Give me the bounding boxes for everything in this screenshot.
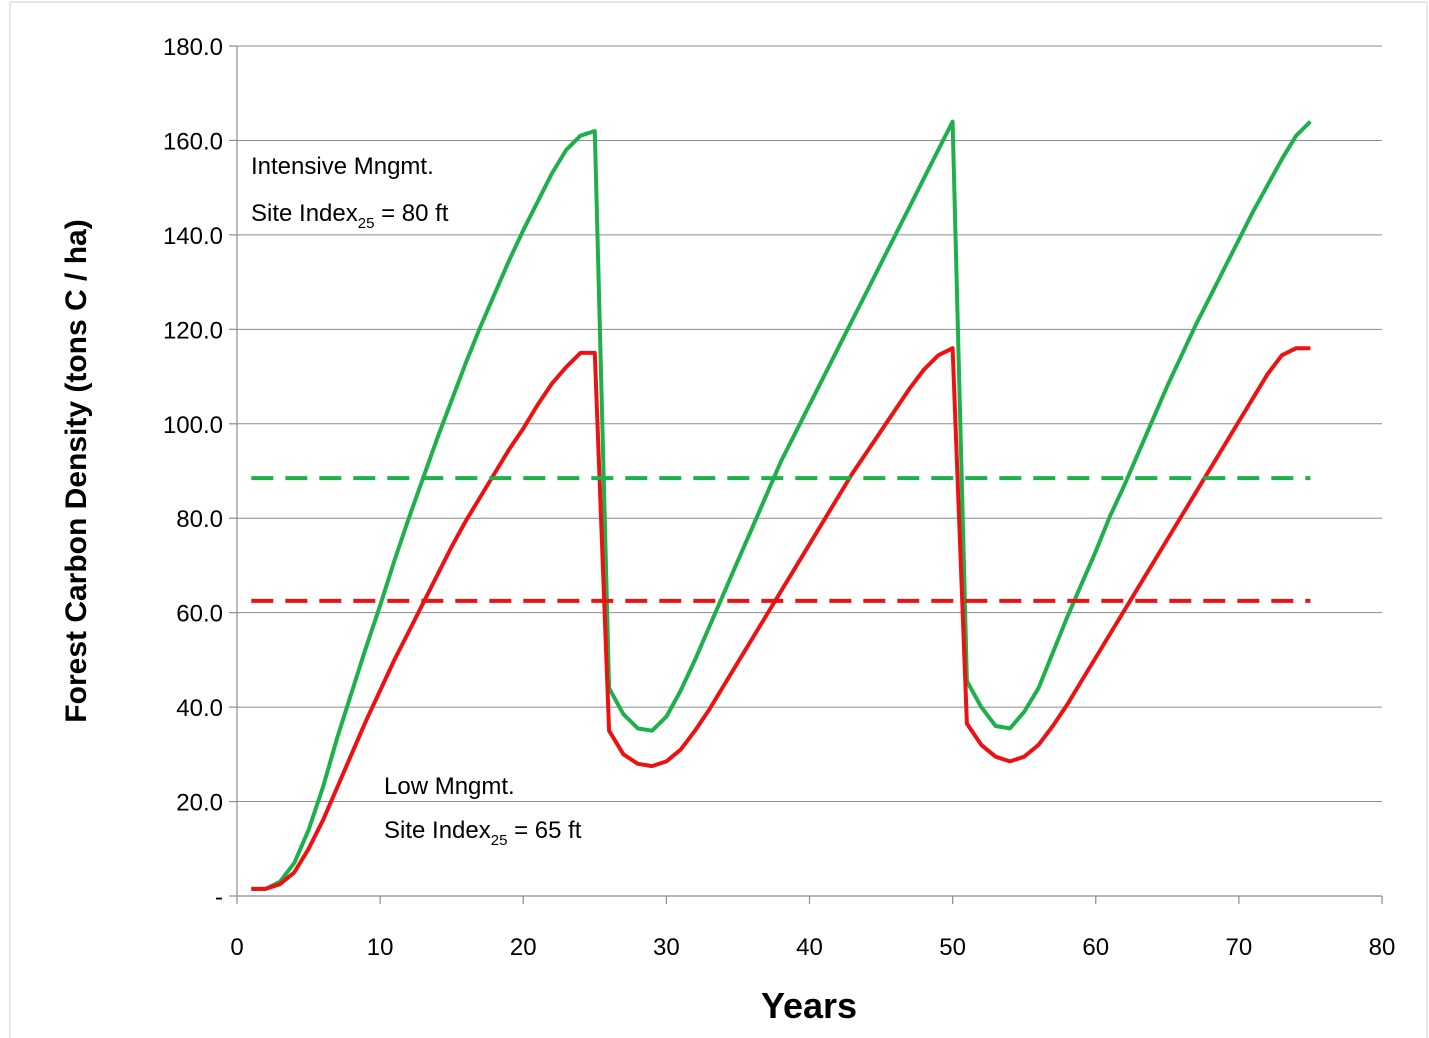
axes: [229, 45, 1383, 904]
y-tick-label-5: 100.0: [163, 412, 223, 439]
y-tick-label-9: 180.0: [163, 34, 223, 61]
y-tick-label-0: -: [215, 884, 223, 911]
intensive-label-line-2: Site Index25 = 80 ft: [251, 200, 449, 232]
x-tick-label-7: 70: [1226, 934, 1253, 961]
y-tick-label-8: 160.0: [163, 128, 223, 155]
x-tick-label-5: 50: [939, 934, 966, 961]
x-axis-title: Years: [761, 985, 857, 1026]
y-tick-label-4: 80.0: [176, 506, 223, 533]
x-tick-label-0: 0: [230, 934, 243, 961]
intensive-label-line-1: Intensive Mngmt.: [251, 153, 434, 180]
low-label-line-2: Site Index25 = 65 ft: [384, 817, 582, 849]
y-tick-label-7: 140.0: [163, 223, 223, 250]
gridlines: [237, 45, 1382, 803]
y-tick-label-1: 20.0: [176, 790, 223, 817]
x-tick-label-1: 10: [367, 934, 394, 961]
intensive-site-index-prefix: Site Index: [251, 200, 358, 227]
low-site-index-prefix: Site Index: [384, 817, 491, 844]
low-label-line-1: Low Mngmt.: [384, 773, 515, 800]
y-tick-label-3: 60.0: [176, 601, 223, 628]
intensive-annotation: Intensive Mngmt. Site Index25 = 80 ft: [251, 153, 449, 232]
intensive-site-index-suffix: = 80 ft: [374, 200, 448, 227]
intensive-site-index-subscript: 25: [358, 215, 375, 232]
x-tick-label-6: 60: [1082, 934, 1109, 961]
x-tick-label-2: 20: [510, 934, 537, 961]
x-tick-label-8: 80: [1369, 934, 1396, 961]
y-tick-label-2: 40.0: [176, 695, 223, 722]
low-annotation: Low Mngmt. Site Index25 = 65 ft: [384, 773, 582, 849]
series-group: [251, 119, 1312, 891]
tick-labels: - 20.0 40.0 60.0 80.0 100.0 120.0 140.0 160.0 180…: [163, 34, 1395, 961]
series-line-intensive: [251, 119, 1312, 891]
low-site-index-suffix: = 65 ft: [507, 817, 581, 844]
y-axis-title: Forest Carbon Density (tons C / ha): [60, 219, 93, 722]
chart-outer-border: [9, 1, 1428, 1038]
series-line-low: [251, 346, 1311, 891]
y-tick-label-6: 120.0: [163, 317, 223, 344]
x-tick-label-3: 30: [653, 934, 680, 961]
x-tick-label-4: 40: [796, 934, 823, 961]
low-site-index-subscript: 25: [491, 832, 508, 849]
